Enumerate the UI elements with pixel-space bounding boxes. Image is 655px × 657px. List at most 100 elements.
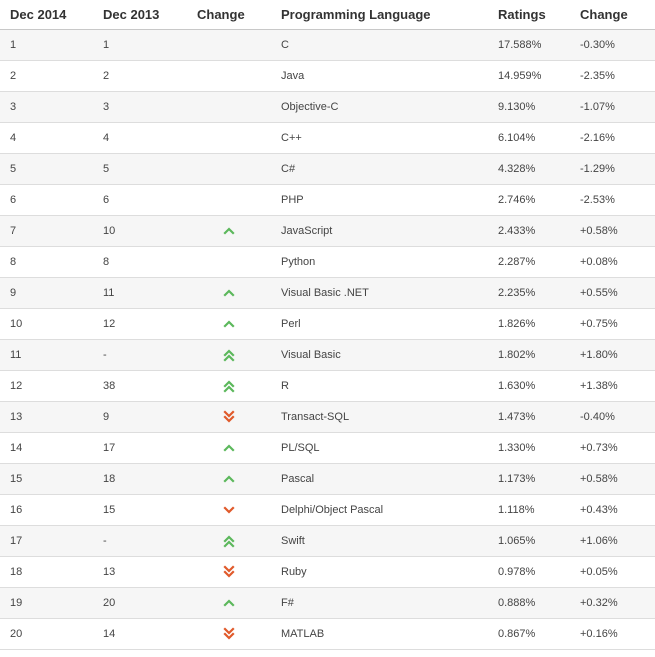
rank-2014-cell: 12: [0, 370, 93, 402]
trend-cell: [187, 60, 271, 92]
trend-cell: [187, 91, 271, 123]
table-row[interactable]: 19 20 F# 0.888% +0.32%: [0, 587, 655, 619]
trend-cell: [187, 184, 271, 216]
rank-2014-cell: 3: [0, 91, 93, 123]
rank-2013-cell: 1: [93, 29, 187, 61]
table-row[interactable]: 4 4 C++ 6.104% -2.16%: [0, 122, 655, 154]
rating-change-cell: +0.05%: [570, 556, 655, 588]
table-row[interactable]: 2 2 Java 14.959% -2.35%: [0, 60, 655, 92]
col-header-rating-change[interactable]: Change: [570, 0, 655, 30]
trend-cell: [187, 494, 271, 526]
rank-2014-cell: 16: [0, 494, 93, 526]
arrow-up-icon: [222, 596, 236, 610]
language-cell: Transact-SQL: [271, 401, 488, 433]
table-row[interactable]: 14 17 PL/SQL 1.330% +0.73%: [0, 432, 655, 464]
rank-2014-cell: 2: [0, 60, 93, 92]
rank-2013-cell: 12: [93, 308, 187, 340]
rating-change-cell: -1.29%: [570, 153, 655, 185]
double-arrow-down-icon: [222, 410, 236, 424]
rank-2013-cell: 10: [93, 215, 187, 247]
table-header-row: Dec 2014 Dec 2013 Change Programming Lan…: [0, 0, 655, 30]
rank-2014-cell: 11: [0, 339, 93, 371]
trend-cell: [187, 587, 271, 619]
language-cell: Visual Basic .NET: [271, 277, 488, 309]
trend-cell: [187, 432, 271, 464]
rating-change-cell: -0.40%: [570, 401, 655, 433]
col-header-dec-2013[interactable]: Dec 2013: [93, 0, 187, 30]
rating-cell: 1.118%: [488, 494, 570, 526]
rank-2013-cell: 9: [93, 401, 187, 433]
rating-cell: 1.826%: [488, 308, 570, 340]
language-cell: MATLAB: [271, 618, 488, 650]
table-row[interactable]: 11- Visual Basic 1.802% +1.80%: [0, 339, 655, 371]
rating-change-cell: -1.07%: [570, 91, 655, 123]
table-row[interactable]: 12 38 R 1.630% +1.38%: [0, 370, 655, 402]
table-row[interactable]: 13 9 Transact-SQL 1.473% -0.40%: [0, 401, 655, 433]
table-row[interactable]: 9 11 Visual Basic .NET 2.235% +0.55%: [0, 277, 655, 309]
col-header-ratings[interactable]: Ratings: [488, 0, 570, 30]
rating-change-cell: +1.38%: [570, 370, 655, 402]
rating-cell: 1.330%: [488, 432, 570, 464]
rating-cell: 1.630%: [488, 370, 570, 402]
language-cell: Delphi/Object Pascal: [271, 494, 488, 526]
rating-change-cell: +0.43%: [570, 494, 655, 526]
rating-change-cell: +1.06%: [570, 525, 655, 557]
language-cell: JavaScript: [271, 215, 488, 247]
rank-2013-cell: 3: [93, 91, 187, 123]
language-cell: Objective-C: [271, 91, 488, 123]
table-row[interactable]: 15 18 Pascal 1.173% +0.58%: [0, 463, 655, 495]
language-cell: C#: [271, 153, 488, 185]
rating-cell: 4.328%: [488, 153, 570, 185]
rating-cell: 1.065%: [488, 525, 570, 557]
table-row[interactable]: 20 14 MATLAB 0.867% +0.16%: [0, 618, 655, 650]
rating-change-cell: -0.30%: [570, 29, 655, 61]
arrow-up-icon: [222, 317, 236, 331]
rank-2013-cell: 18: [93, 463, 187, 495]
rank-2014-cell: 7: [0, 215, 93, 247]
rating-cell: 2.746%: [488, 184, 570, 216]
arrow-up-icon: [222, 441, 236, 455]
rank-2013-cell: 13: [93, 556, 187, 588]
table-row[interactable]: 5 5 C# 4.328% -1.29%: [0, 153, 655, 185]
table-row[interactable]: 7 10 JavaScript 2.433% +0.58%: [0, 215, 655, 247]
rating-change-cell: +0.55%: [570, 277, 655, 309]
table-row[interactable]: 17- Swift 1.065% +1.06%: [0, 525, 655, 557]
table-row[interactable]: 6 6 PHP 2.746% -2.53%: [0, 184, 655, 216]
rank-2014-cell: 14: [0, 432, 93, 464]
rating-change-cell: +0.32%: [570, 587, 655, 619]
rank-2014-cell: 6: [0, 184, 93, 216]
rank-2014-cell: 19: [0, 587, 93, 619]
rating-cell: 17.588%: [488, 29, 570, 61]
arrow-up-icon: [222, 472, 236, 486]
table-row[interactable]: 8 8 Python 2.287% +0.08%: [0, 246, 655, 278]
rank-2014-cell: 13: [0, 401, 93, 433]
col-header-change[interactable]: Change: [187, 0, 271, 30]
rank-2014-cell: 18: [0, 556, 93, 588]
table-row[interactable]: 18 13 Ruby 0.978% +0.05%: [0, 556, 655, 588]
table-row[interactable]: 1 1 C 17.588% -0.30%: [0, 29, 655, 61]
language-cell: Perl: [271, 308, 488, 340]
rank-2014-cell: 20: [0, 618, 93, 650]
language-cell: PHP: [271, 184, 488, 216]
table-row[interactable]: 16 15 Delphi/Object Pascal 1.118% +0.43%: [0, 494, 655, 526]
table-row[interactable]: 3 3 Objective-C 9.130% -1.07%: [0, 91, 655, 123]
language-cell: Java: [271, 60, 488, 92]
trend-cell: [187, 308, 271, 340]
trend-cell: [187, 525, 271, 557]
col-header-dec-2014[interactable]: Dec 2014: [0, 0, 93, 30]
rank-2014-cell: 10: [0, 308, 93, 340]
rank-2014-cell: 1: [0, 29, 93, 61]
trend-cell: [187, 370, 271, 402]
rating-cell: 1.802%: [488, 339, 570, 371]
table-row[interactable]: 10 12 Perl 1.826% +0.75%: [0, 308, 655, 340]
col-header-programming-language[interactable]: Programming Language: [271, 0, 488, 30]
trend-cell: [187, 401, 271, 433]
rank-2014-cell: 5: [0, 153, 93, 185]
trend-cell: [187, 277, 271, 309]
trend-cell: [187, 556, 271, 588]
trend-cell: [187, 153, 271, 185]
rating-cell: 0.978%: [488, 556, 570, 588]
language-cell: Visual Basic: [271, 339, 488, 371]
language-cell: C: [271, 29, 488, 61]
